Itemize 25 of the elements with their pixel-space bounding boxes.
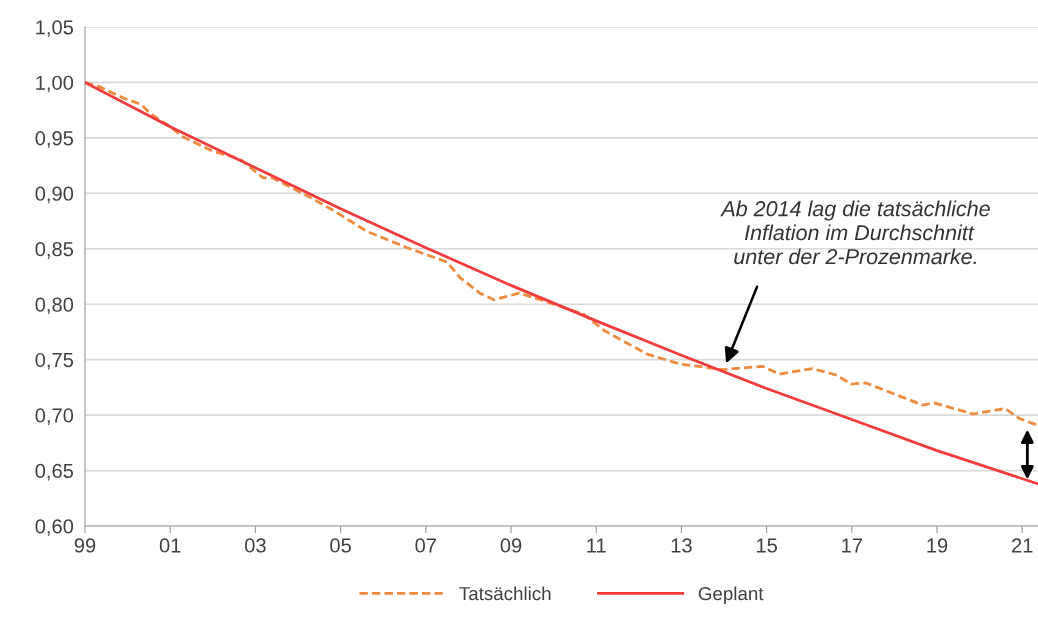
x-tick-label: 09 — [500, 538, 522, 553]
x-tick-label: 15 — [756, 538, 777, 553]
legend-label: Tatsächlich — [459, 586, 551, 601]
y-tick-label: 0,70 — [35, 408, 74, 425]
annotation: Ab 2014 lag die tatsächliche Inflation im Durchschnitt unter der 2-Prozenmarke. — [720, 200, 990, 265]
y-tick-label: 0,90 — [35, 186, 74, 204]
x-tick-label: 05 — [330, 538, 351, 553]
y-tick-label: 0,95 — [35, 131, 74, 148]
y-tick-label: 1,00 — [36, 75, 74, 93]
x-tick-label: 99 — [74, 538, 96, 553]
y-tick-label: 0,85 — [35, 242, 74, 259]
legend-label: Geplant — [698, 586, 764, 604]
y-tick-label: 0,65 — [35, 463, 74, 481]
y-tick-label: 0,80 — [35, 297, 74, 315]
x-tick-label: 17 — [842, 538, 863, 553]
x-tick-label: 01 — [159, 538, 181, 553]
x-tick-label: 13 — [671, 538, 692, 553]
y-tick-label: 0,75 — [35, 352, 74, 370]
x-tick-label: 21 — [1012, 538, 1033, 553]
y-tick-label: 0,60 — [35, 519, 74, 536]
x-tick-label: 03 — [244, 538, 266, 553]
y-tick-label: 1,05 — [36, 20, 74, 37]
x-tick-label: 11 — [587, 538, 606, 553]
x-tick-label: 19 — [927, 538, 948, 553]
x-tick-label: 07 — [415, 538, 436, 553]
